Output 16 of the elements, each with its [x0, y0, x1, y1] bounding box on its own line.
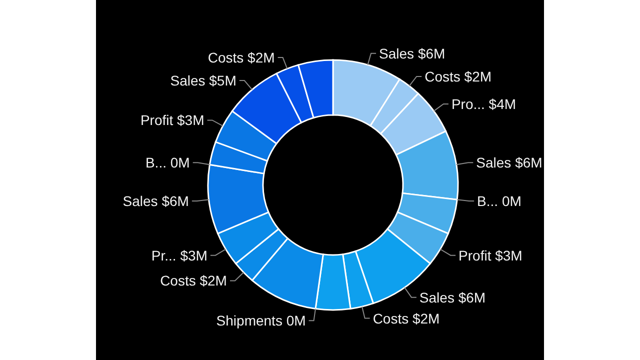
slice-label: Costs $2M: [160, 272, 227, 289]
slice-label: Profit $3M: [140, 112, 204, 128]
slice-label: Pro... $4M: [451, 96, 516, 112]
legend-label: B... 0M: [145, 154, 190, 171]
category-label: B... 0M: [477, 193, 522, 210]
legend-label: Shipments 0M: [216, 312, 306, 329]
slice-label: Costs $2M: [424, 68, 492, 84]
slice-label: Costs $2M: [208, 50, 275, 66]
slice-label: Sales $6M: [379, 45, 446, 62]
slice-label: Profit $3M: [458, 247, 522, 264]
slice-label: Sales $6M: [419, 289, 486, 306]
slice-label: Costs $2M: [372, 310, 440, 326]
slice-label: Sales $5M: [170, 72, 236, 89]
slice-label: Sales $6M: [122, 193, 189, 210]
slice-label: Pr... $3M: [151, 247, 208, 264]
slice-label: Sales $6M: [476, 154, 542, 171]
